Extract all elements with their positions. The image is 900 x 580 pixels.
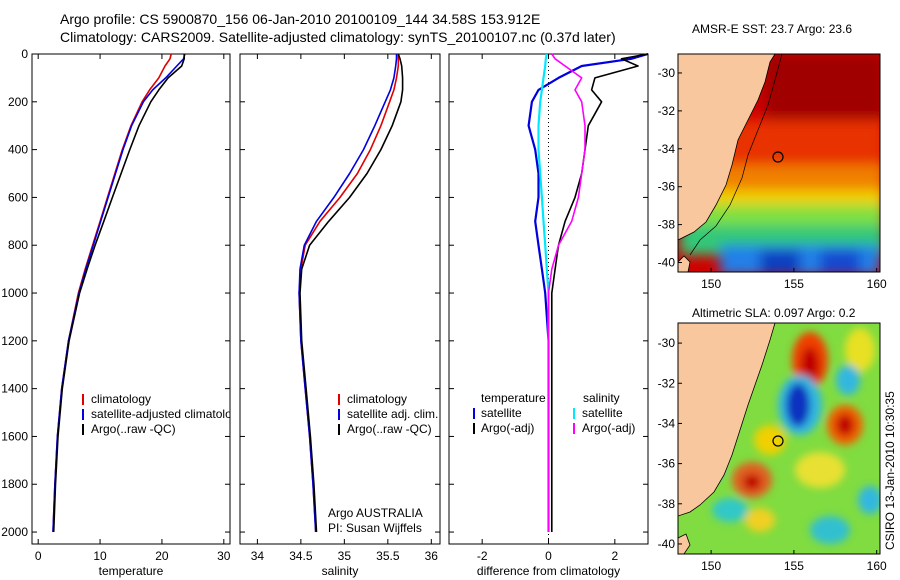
series-line-argo-raw-qc- (299, 53, 404, 533)
legend-label: climatology (91, 392, 151, 406)
y-tick-label: -38 (658, 497, 676, 511)
x-tick-label: 155 (784, 277, 804, 291)
y-tick-label: -34 (658, 142, 676, 156)
legend-title: salinity (583, 391, 620, 405)
salinity-xlabel: salinity (322, 564, 359, 578)
y-tick-label: -30 (658, 336, 676, 350)
y-tick-label: -30 (658, 66, 676, 80)
x-tick-label: 35 (338, 549, 352, 563)
x-tick-label: 150 (701, 277, 721, 291)
y-tick-label: 200 (8, 95, 28, 109)
series-line-satellite-adj-clim- (298, 54, 398, 533)
y-tick-label: -38 (658, 218, 676, 232)
series-line-argo-raw-qc- (52, 54, 185, 533)
y-tick-label: -34 (658, 416, 676, 430)
y-tick-label: 1400 (1, 382, 28, 396)
salinity-panel: 34 34.5 35 35.5 36 salinity climatologysatelli… (239, 53, 441, 578)
difference-xlabel: difference from climatology (477, 564, 620, 578)
legend-label: satellite (582, 406, 623, 420)
x-tick-label: 150 (701, 559, 721, 573)
y-tick-label: 1600 (1, 429, 28, 443)
land (678, 54, 776, 241)
annotation-line-1: Argo AUSTRALIA (328, 506, 423, 520)
legend-label: satellite (481, 406, 522, 420)
sst-map-title: AMSR-E SST: 23.7 Argo: 23.6 (692, 22, 852, 36)
x-tick-label: 35.5 (376, 549, 400, 563)
x-tick-label: 160 (867, 277, 887, 291)
sst-map: AMSR-E SST: 23.7 Argo: 23.6 150 155 160 -30… (658, 22, 887, 291)
legend-label: Argo(-adj) (481, 421, 534, 435)
land (678, 323, 776, 517)
timestamp-label: CSIRO 13-Jan-2010 10:30:35 (883, 391, 897, 550)
y-tick-label: -36 (658, 457, 676, 471)
sla-map-title: Altimetric SLA: 0.097 Argo: 0.2 (692, 306, 856, 320)
x-tick-label: 20 (155, 549, 169, 563)
y-tick-label: -36 (658, 180, 676, 194)
y-tick-label: 400 (8, 143, 28, 157)
y-tick-label: 1800 (1, 477, 28, 491)
legend-title: temperature (481, 391, 546, 405)
legend-label: Argo(..raw -QC) (91, 422, 176, 436)
salinity-axes (239, 53, 441, 545)
y-tick-label: -40 (658, 256, 676, 270)
series-line-temperature-argo-adj- (550, 53, 649, 532)
series-line-salinity-argo-adj- (547, 53, 586, 532)
x-tick-label: 160 (867, 559, 887, 573)
profile-marker (772, 435, 784, 447)
x-tick-label: 2 (611, 549, 618, 563)
y-tick-label: 0 (21, 47, 28, 61)
x-tick-label: 34 (251, 549, 265, 563)
sla-map: Altimetric SLA: 0.097 Argo: 0.2 150 155 16… (658, 306, 887, 573)
x-tick-label: 0 (545, 549, 552, 563)
figure-title-line-2: Climatology: CARS2009. Satellite-adjuste… (60, 29, 616, 45)
x-tick-label: 36 (425, 549, 439, 563)
legend-label: climatology (347, 392, 407, 406)
temperature-axes (31, 53, 231, 545)
y-tick-label: 600 (8, 190, 28, 204)
temperature-panel: 0 10 20 30 temperature 0 200 400 600 800 1000 1200 1… (1, 47, 244, 578)
figure-title-line-1: Argo profile: CS 5900870_156 06-Jan-2010… (60, 11, 541, 27)
y-tick-label: 1000 (1, 286, 28, 300)
y-tick-label: -32 (658, 104, 676, 118)
x-tick-label: 155 (784, 559, 804, 573)
y-tick-label: 800 (8, 238, 28, 252)
x-tick-label: 30 (217, 549, 231, 563)
legend-label: satellite-adjusted climatology (91, 407, 244, 421)
legend-label: satellite adj. clim. (347, 407, 438, 421)
y-tick-label: -32 (658, 376, 676, 390)
y-tick-label: 1200 (1, 334, 28, 348)
profile-marker (772, 151, 784, 163)
x-tick-label: -2 (477, 549, 488, 563)
annotation-line-2: PI: Susan Wijffels (328, 521, 422, 535)
x-tick-label: 0 (35, 549, 42, 563)
y-tick-label: 2000 (1, 525, 28, 539)
temperature-xlabel: temperature (99, 564, 164, 578)
legend-label: Argo(-adj) (582, 421, 635, 435)
legend-label: Argo(..raw -QC) (347, 422, 432, 436)
x-tick-label: 10 (93, 549, 107, 563)
x-tick-label: 34.5 (289, 549, 313, 563)
y-tick-label: -40 (658, 537, 676, 551)
